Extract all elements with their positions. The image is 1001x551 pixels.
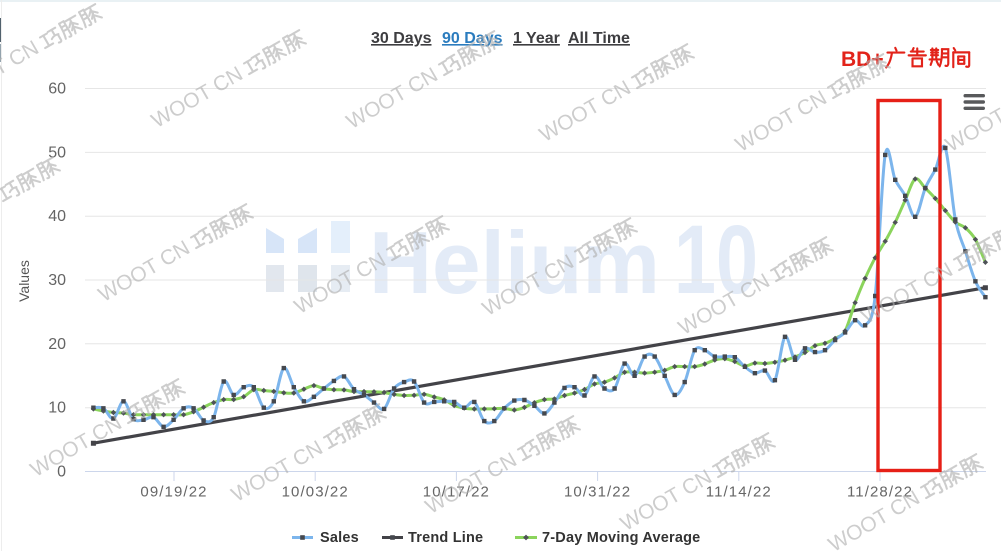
svg-text:Sales: Sales (320, 530, 359, 546)
svg-text:0: 0 (57, 464, 66, 481)
svg-text:40: 40 (48, 208, 66, 225)
svg-text:10/03/22: 10/03/22 (282, 484, 349, 501)
svg-text:30: 30 (48, 272, 66, 289)
svg-text:10/31/22: 10/31/22 (564, 484, 631, 501)
svg-text:All Time: All Time (568, 30, 630, 47)
svg-text:7-Day Moving Average: 7-Day Moving Average (542, 530, 700, 546)
svg-text:Values: Values (16, 260, 32, 302)
svg-text:20: 20 (48, 336, 66, 353)
svg-text:10: 10 (48, 400, 66, 417)
svg-text:BD+: BD+ (841, 48, 884, 71)
svg-text:Trend Line: Trend Line (408, 530, 483, 546)
svg-text:30 Days: 30 Days (371, 30, 432, 47)
svg-text:11/14/22: 11/14/22 (706, 484, 772, 501)
svg-text:60: 60 (48, 81, 66, 98)
svg-text:09/19/22: 09/19/22 (140, 484, 207, 501)
svg-text:1 Year: 1 Year (513, 30, 560, 47)
